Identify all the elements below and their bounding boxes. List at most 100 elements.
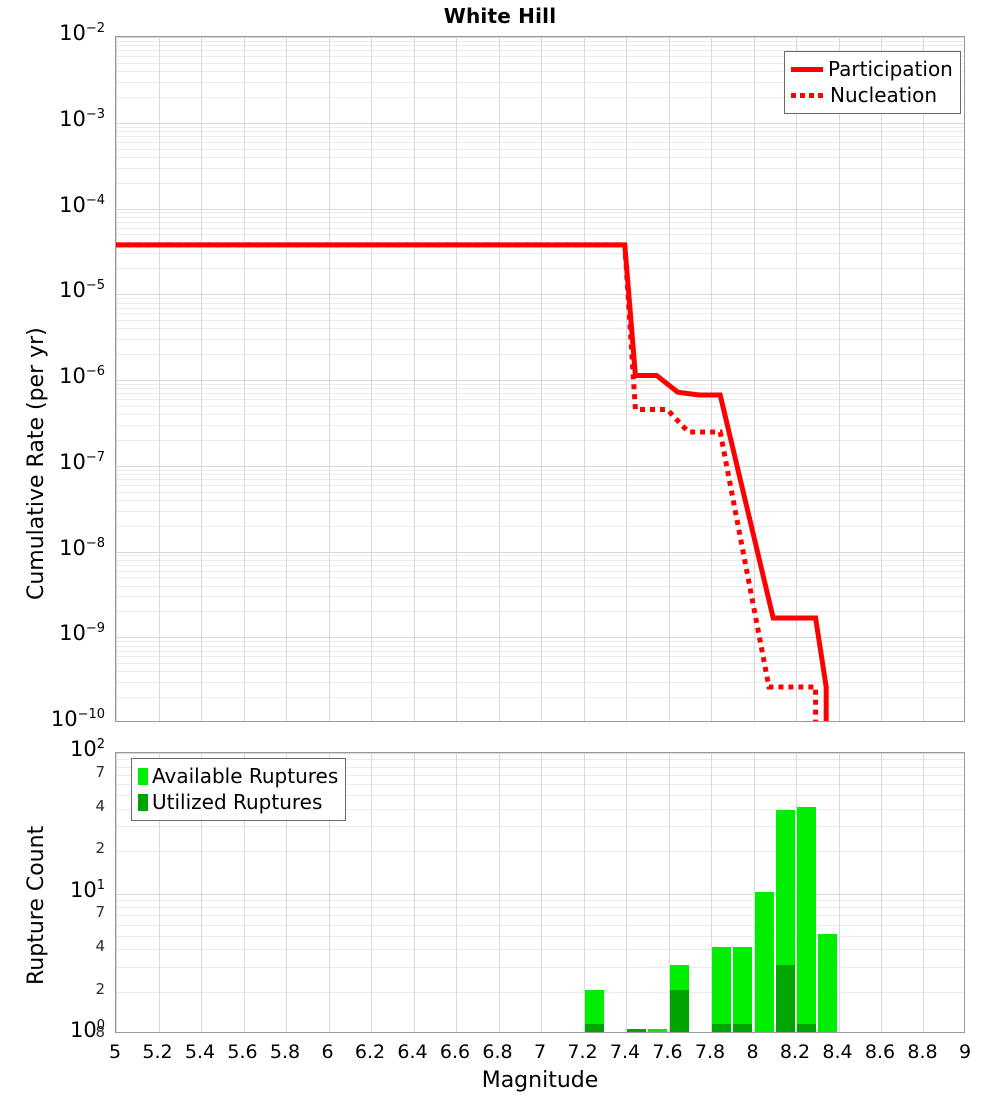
gridline-horizontal: [116, 826, 964, 827]
page-title: White Hill: [443, 4, 557, 28]
gridline-vertical: [584, 753, 585, 1032]
gridline-horizontal: [116, 212, 964, 213]
gridline-horizontal: [116, 71, 964, 72]
gridline-horizontal: [116, 526, 964, 527]
legend-item-nucleation[interactable]: Nucleation: [791, 82, 953, 108]
gridline-horizontal: [116, 682, 964, 683]
gridline-vertical: [414, 37, 415, 721]
gridline-vertical: [881, 753, 882, 1032]
cumulative-rate-plot: Participation Nucleation: [115, 36, 965, 722]
gridline-horizontal: [116, 555, 964, 556]
gridline-horizontal: [116, 217, 964, 218]
bar-segment-available: [818, 933, 837, 1032]
bar-segment-utilized: [712, 1024, 731, 1032]
y-minor-tick-label: 7: [95, 903, 105, 922]
gridline-horizontal: [116, 56, 964, 57]
bar-segment-utilized: [733, 1024, 752, 1032]
y-minor-tick-label: 2: [95, 979, 105, 998]
legend-item-available-ruptures[interactable]: Available Ruptures: [138, 763, 338, 789]
gridline-vertical: [329, 753, 330, 1032]
gridline-horizontal: [116, 339, 964, 340]
available-swatch-icon: [138, 767, 148, 785]
gridline-horizontal: [116, 303, 964, 304]
gridline-horizontal: [116, 222, 964, 223]
gridline-horizontal: [116, 123, 964, 124]
solid-line-icon: [791, 66, 823, 72]
x-tick-label: 9: [958, 1041, 972, 1063]
bar[interactable]: [818, 933, 837, 1032]
gridline-horizontal: [116, 308, 964, 309]
legend-item-participation[interactable]: Participation: [791, 56, 953, 82]
x-tick-label: 7.6: [652, 1041, 683, 1063]
bar-segment-available: [585, 989, 604, 1032]
y-minor-tick-label: 2: [95, 839, 105, 858]
x-tick-label: 5.2: [142, 1041, 173, 1063]
gridline-horizontal: [116, 168, 964, 169]
gridline-horizontal: [116, 577, 964, 578]
gridline-vertical: [669, 37, 670, 721]
gridline-horizontal: [116, 759, 964, 760]
gridline-horizontal: [116, 393, 964, 394]
gridline-vertical: [754, 37, 755, 721]
x-tick-label: 5.6: [227, 1041, 258, 1063]
gridline-horizontal: [116, 466, 964, 467]
utilized-swatch-icon: [138, 793, 148, 811]
bar-segment-utilized: [797, 1024, 816, 1032]
bar-segment-available: [733, 947, 752, 1032]
x-tick-label: 8.4: [822, 1041, 853, 1063]
gridline-horizontal: [116, 641, 964, 642]
bar[interactable]: [585, 989, 604, 1032]
gridline-horizontal: [116, 320, 964, 321]
gridline-horizontal: [116, 915, 964, 916]
gridline-vertical: [159, 37, 160, 721]
bar[interactable]: [797, 806, 816, 1032]
gridline-horizontal: [116, 45, 964, 46]
x-tick-label: 7.8: [694, 1041, 726, 1063]
bar[interactable]: [627, 1029, 646, 1032]
rupture-legend: Available Ruptures Utilized Ruptures: [131, 758, 347, 821]
bar[interactable]: [733, 947, 752, 1032]
y-tick-label: 10−3: [59, 106, 105, 131]
legend-item-utilized-ruptures[interactable]: Utilized Ruptures: [138, 789, 338, 815]
bar-segment-utilized: [776, 964, 795, 1032]
y-tick-label: 10−10: [50, 707, 105, 731]
rate-curves: [116, 242, 829, 721]
bar[interactable]: [755, 891, 774, 1032]
gridline-vertical: [286, 753, 287, 1032]
bar[interactable]: [648, 1029, 667, 1032]
gridline-horizontal: [116, 611, 964, 612]
legend-label-participation: Participation: [828, 57, 953, 81]
gridline-vertical: [711, 753, 712, 1032]
x-tick-label: 6.4: [397, 1041, 428, 1063]
y-tick-label: 10−6: [59, 364, 105, 388]
gridline-horizontal: [116, 571, 964, 572]
gridline-horizontal: [116, 328, 964, 329]
bar-segment-utilized: [670, 989, 689, 1032]
gridline-vertical: [456, 753, 457, 1032]
gridline-horizontal: [116, 380, 964, 381]
bar[interactable]: [712, 947, 731, 1032]
y-minor-tick-label: 4: [95, 796, 105, 815]
bar[interactable]: [776, 810, 795, 1032]
gridline-horizontal: [116, 500, 964, 501]
gridline-horizontal: [116, 949, 964, 950]
gridline-horizontal: [116, 298, 964, 299]
x-tick-label: 7.4: [609, 1041, 641, 1063]
gridline-horizontal: [116, 37, 964, 38]
gridline-vertical: [754, 753, 755, 1032]
x-tick-label: 5.4: [184, 1041, 216, 1063]
bar[interactable]: [670, 964, 689, 1032]
y-minor-tick-label: 7: [95, 762, 105, 781]
gridline-horizontal: [116, 851, 964, 852]
gridline-vertical: [881, 37, 882, 721]
gridline-horizontal: [116, 149, 964, 150]
bar-segment-utilized: [627, 1029, 646, 1032]
x-tick-label: 8.6: [864, 1041, 896, 1063]
gridline-horizontal: [116, 552, 964, 553]
gridline-vertical: [286, 37, 287, 721]
gridline-horizontal: [116, 671, 964, 672]
gridline-vertical: [923, 37, 924, 721]
y-tick-label: 10−2: [59, 21, 105, 45]
gridline-vertical: [244, 37, 245, 721]
